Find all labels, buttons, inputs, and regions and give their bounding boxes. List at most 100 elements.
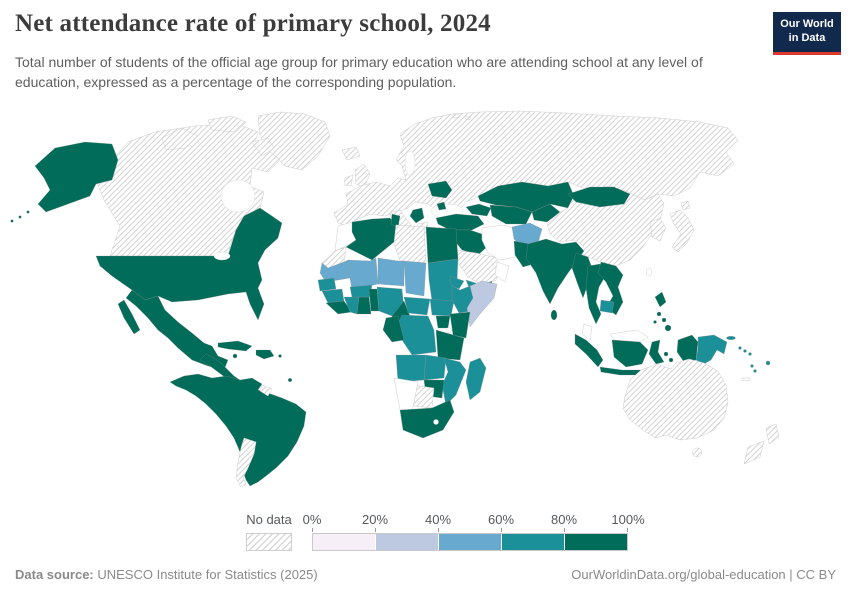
hudson-bay-water <box>220 179 256 213</box>
country-fiji[interactable] <box>765 360 771 366</box>
arctic-islands[interactable] <box>161 115 275 157</box>
solomon-islands[interactable] <box>738 346 742 350</box>
island-sumatra[interactable] <box>574 333 604 368</box>
country-alaska[interactable] <box>34 141 119 213</box>
region-kyrgyzstan-tajikistan[interactable] <box>531 203 561 223</box>
country-philippines[interactable] <box>653 320 657 324</box>
island-borneo[interactable] <box>611 339 649 368</box>
region-french-guiana[interactable] <box>259 384 273 397</box>
country-philippines[interactable] <box>654 291 667 308</box>
country-cuba[interactable] <box>217 340 253 352</box>
country-burkina-faso[interactable] <box>349 284 373 298</box>
country-iran[interactable] <box>481 224 523 261</box>
country-egypt[interactable] <box>425 226 459 264</box>
country-iceland[interactable] <box>341 146 361 161</box>
region-malawi-mozambique[interactable] <box>441 357 467 406</box>
country-saudi-arabia[interactable] <box>454 249 503 286</box>
country-uganda[interactable] <box>435 315 451 329</box>
country-madagascar[interactable] <box>465 357 487 401</box>
country-philippines[interactable] <box>656 311 662 317</box>
page-title: Net attendance rate of primary school, 2… <box>15 10 491 37</box>
country-argentina[interactable] <box>235 437 257 488</box>
region-korea[interactable] <box>649 217 667 242</box>
region-indonesian-papua[interactable] <box>676 334 699 363</box>
aleutian-island[interactable] <box>10 219 14 223</box>
country-senegal[interactable] <box>317 277 337 292</box>
country-papua-new-guinea[interactable] <box>695 334 728 365</box>
data-source-label: Data source: <box>15 567 94 582</box>
svalbard-islands[interactable] <box>464 115 472 121</box>
country-south-africa[interactable] <box>399 399 455 439</box>
island-sulawesi[interactable] <box>648 339 665 365</box>
region-laos-vietnam[interactable] <box>597 261 624 316</box>
solomon-islands[interactable] <box>743 349 747 353</box>
country-eritrea[interactable] <box>449 275 465 290</box>
country-serbia[interactable] <box>409 207 425 224</box>
country-south-sudan[interactable] <box>429 298 455 317</box>
country-india[interactable] <box>525 238 585 305</box>
owid-logo-line2: in Data <box>788 32 826 45</box>
legend-segment-60-80[interactable] <box>502 534 565 550</box>
country-lesotho[interactable] <box>433 419 439 425</box>
footer-link[interactable]: OurWorldinData.org/global-education | CC… <box>571 567 836 582</box>
country-central-african-republic[interactable] <box>403 296 431 316</box>
country-somalia[interactable] <box>466 280 498 328</box>
country-philippines[interactable] <box>664 324 672 332</box>
island-new-britain[interactable] <box>726 335 736 341</box>
country-angola[interactable] <box>395 354 427 383</box>
country-guinea[interactable] <box>321 288 345 304</box>
legend-color-bar <box>312 533 628 551</box>
legend-segment-0-20[interactable] <box>313 534 376 550</box>
country-namibia[interactable] <box>393 377 419 413</box>
country-jamaica[interactable] <box>232 353 238 359</box>
aleutian-island[interactable] <box>26 210 30 214</box>
country-ireland[interactable] <box>343 174 354 187</box>
country-libya[interactable] <box>393 224 427 264</box>
country-chad[interactable] <box>403 260 427 297</box>
country-philippines[interactable] <box>661 317 667 323</box>
country-puerto-rico[interactable] <box>278 354 282 358</box>
island-taiwan[interactable] <box>646 267 652 277</box>
legend-segment-40-60[interactable] <box>439 534 502 550</box>
country-turkey[interactable] <box>435 213 485 231</box>
solomon-islands[interactable] <box>748 352 752 356</box>
country-japan[interactable] <box>669 200 695 253</box>
legend-no-data-swatch[interactable] <box>246 533 292 551</box>
country-mali[interactable] <box>347 257 379 291</box>
islands-moluccas[interactable] <box>663 351 669 357</box>
country-ghana[interactable] <box>356 296 372 315</box>
region-caucasus[interactable] <box>465 203 492 217</box>
country-zambia[interactable] <box>423 354 447 381</box>
country-sri-lanka[interactable] <box>550 309 558 321</box>
country-cambodia[interactable] <box>599 299 615 314</box>
country-oman[interactable] <box>494 261 510 283</box>
country-vanuatu[interactable] <box>750 364 754 368</box>
legend-segment-80-100[interactable] <box>565 534 627 550</box>
svalbard-islands[interactable] <box>451 113 461 119</box>
islands-moluccas[interactable] <box>668 357 674 363</box>
country-mexico[interactable] <box>117 289 229 371</box>
legend-segment-20-40[interactable] <box>376 534 439 550</box>
country-mongolia[interactable] <box>567 186 631 208</box>
country-hispaniola[interactable] <box>255 349 275 360</box>
aleutian-island[interactable] <box>18 215 22 219</box>
country-new-zealand[interactable] <box>743 423 780 465</box>
country-moldova[interactable] <box>436 201 447 211</box>
island-new-caledonia[interactable] <box>741 377 751 381</box>
region-gabon-congo[interactable] <box>382 315 405 343</box>
country-vanuatu[interactable] <box>753 369 757 373</box>
region-south-america[interactable] <box>169 373 307 487</box>
country-trinidad[interactable] <box>287 377 293 383</box>
country-niger[interactable] <box>377 257 405 287</box>
region-malaysia-borneo[interactable] <box>609 329 649 343</box>
country-kenya[interactable] <box>449 311 471 339</box>
region-uzbekistan-turkmenistan[interactable] <box>489 204 533 225</box>
owid-logo[interactable]: Our World in Data <box>773 12 841 55</box>
country-united-kingdom[interactable] <box>354 163 371 189</box>
country-australia[interactable] <box>622 358 729 458</box>
legend-tickmark <box>501 528 502 532</box>
country-belarus[interactable] <box>427 180 453 199</box>
country-algeria[interactable] <box>345 217 397 261</box>
region-malaysia-peninsula[interactable] <box>581 323 593 341</box>
country-tanzania[interactable] <box>435 329 465 361</box>
